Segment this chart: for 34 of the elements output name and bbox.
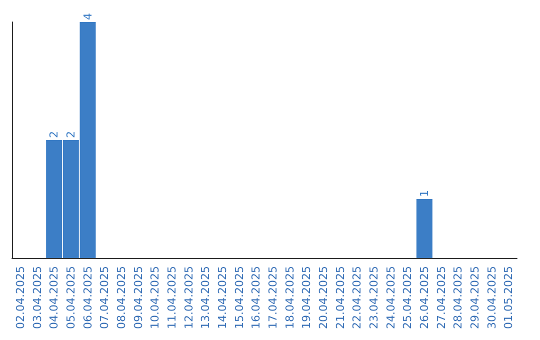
data-label: 4 — [81, 13, 94, 20]
x-tick-label: 05.04.2025 — [64, 266, 78, 330]
x-tick-label: 24.04.2025 — [384, 266, 398, 330]
x-tick-label: 06.04.2025 — [81, 266, 94, 330]
data-label: 2 — [48, 131, 61, 138]
data-label: 1 — [418, 190, 431, 198]
x-tick-label: 16.04.2025 — [250, 266, 263, 330]
x-tick-label: 18.04.2025 — [283, 266, 296, 330]
x-tick-label: 13.04.2025 — [199, 266, 212, 330]
x-tick-label: 26.04.2025 — [418, 266, 431, 330]
x-tick-label: 03.04.2025 — [30, 266, 44, 330]
x-tick-label: 21.04.2025 — [334, 266, 347, 330]
x-tick-label: 19.04.2025 — [300, 266, 314, 330]
x-tick-label: 30.04.2025 — [485, 266, 498, 330]
x-tick-label: 12.04.2025 — [182, 266, 196, 330]
x-tick-label: 14.04.2025 — [216, 266, 229, 330]
data-label: 2 — [64, 131, 78, 138]
x-tick-label: 15.04.2025 — [232, 266, 246, 330]
x-tick-label: 17.04.2025 — [266, 266, 280, 330]
x-tick-label: 02.04.2025 — [14, 266, 27, 330]
x-tick-label: 09.04.2025 — [132, 266, 145, 330]
x-tick-label: 28.04.2025 — [452, 266, 465, 330]
x-tick-label: 20.04.2025 — [316, 266, 330, 330]
x-tick-label: 01.05.2025 — [502, 266, 516, 330]
x-tick-label: 07.04.2025 — [98, 266, 112, 330]
x-tick-label: 10.04.2025 — [148, 266, 162, 330]
x-tick-label: 23.04.2025 — [367, 266, 380, 330]
x-tick-label: 29.04.2025 — [468, 266, 482, 330]
x-tick-label: 11.04.2025 — [165, 266, 178, 330]
x-tick-label: 04.04.2025 — [48, 266, 61, 330]
x-tick-label: 25.04.2025 — [401, 266, 414, 330]
x-tick-label: 22.04.2025 — [350, 266, 364, 330]
x-tick-label: 27.04.2025 — [434, 266, 448, 330]
x-tick-label: 08.04.2025 — [114, 266, 128, 330]
